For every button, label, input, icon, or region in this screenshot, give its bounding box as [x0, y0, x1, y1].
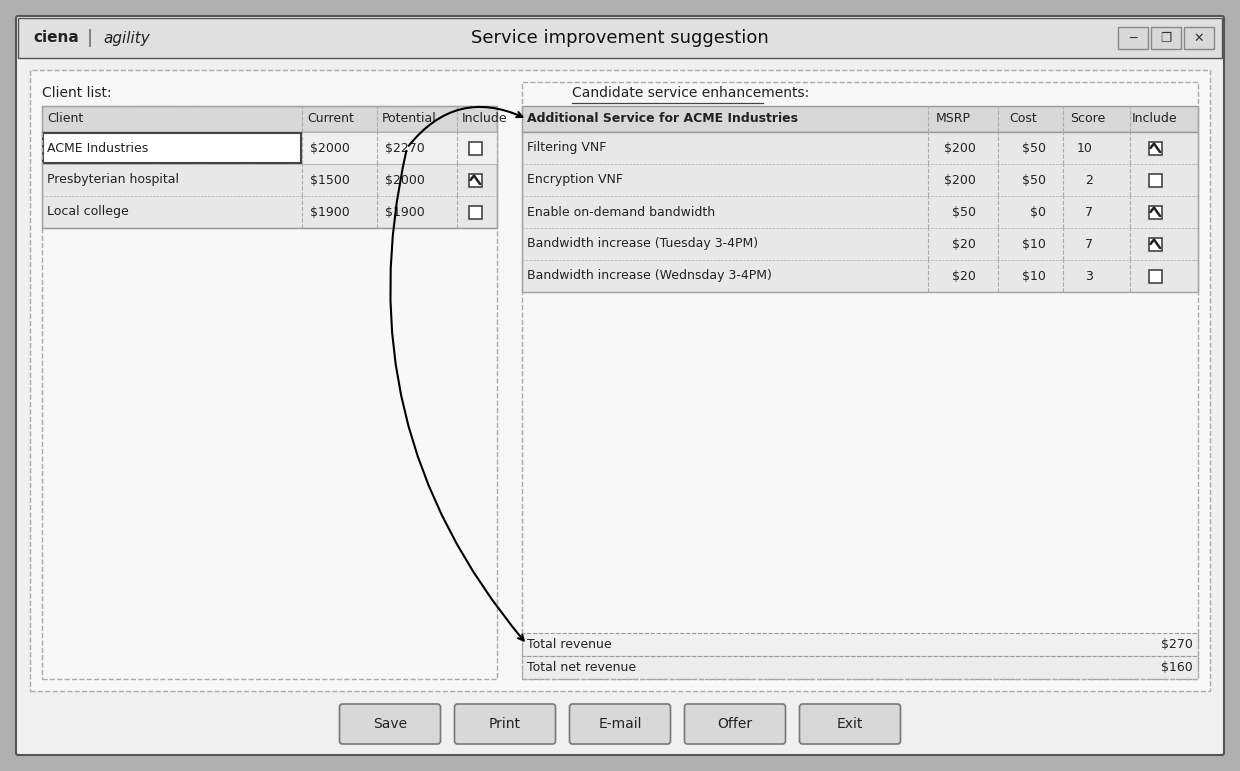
- Text: $20: $20: [952, 270, 976, 282]
- Bar: [469, 173, 481, 187]
- Text: Service improvement suggestion: Service improvement suggestion: [471, 29, 769, 47]
- FancyBboxPatch shape: [569, 704, 671, 744]
- Text: ✕: ✕: [1194, 32, 1204, 45]
- Text: Cost: Cost: [1009, 113, 1037, 126]
- Text: Current: Current: [308, 113, 353, 126]
- Bar: [469, 206, 481, 218]
- Text: $2000: $2000: [310, 142, 350, 154]
- Text: $0: $0: [1030, 206, 1047, 218]
- Bar: [1184, 27, 1214, 49]
- Bar: [1148, 173, 1162, 187]
- Text: ciena: ciena: [33, 31, 79, 45]
- Text: 7: 7: [1085, 237, 1092, 251]
- Text: 10: 10: [1078, 142, 1092, 154]
- Text: Enable on-demand bandwidth: Enable on-demand bandwidth: [527, 206, 715, 218]
- Text: Score: Score: [1070, 113, 1106, 126]
- Text: Print: Print: [489, 717, 521, 731]
- Bar: [42, 132, 497, 228]
- Text: Potential: Potential: [382, 113, 436, 126]
- Text: $20: $20: [952, 237, 976, 251]
- Text: Additional Service for ACME Industries: Additional Service for ACME Industries: [527, 113, 799, 126]
- Bar: [1148, 237, 1162, 251]
- Text: Filtering VNF: Filtering VNF: [527, 142, 606, 154]
- Text: Bandwidth increase (Wednsday 3-4PM): Bandwidth increase (Wednsday 3-4PM): [527, 270, 771, 282]
- Text: Client: Client: [47, 113, 83, 126]
- Bar: [42, 106, 497, 132]
- Text: $10: $10: [1022, 270, 1047, 282]
- Bar: [1151, 27, 1180, 49]
- Text: agility: agility: [103, 31, 150, 45]
- Text: $1900: $1900: [310, 206, 350, 218]
- Bar: [42, 106, 497, 679]
- Text: 3: 3: [1085, 270, 1092, 282]
- Text: Offer: Offer: [718, 717, 753, 731]
- Bar: [43, 133, 301, 163]
- Bar: [42, 132, 497, 164]
- Text: Total revenue: Total revenue: [527, 638, 611, 651]
- FancyBboxPatch shape: [684, 704, 785, 744]
- Text: 7: 7: [1085, 206, 1092, 218]
- FancyBboxPatch shape: [16, 16, 1224, 755]
- Text: $200: $200: [944, 142, 976, 154]
- Bar: [1148, 142, 1162, 154]
- Text: Total net revenue: Total net revenue: [527, 661, 636, 674]
- Bar: [522, 633, 1198, 656]
- Text: $270: $270: [1161, 638, 1193, 651]
- Text: Client list:: Client list:: [42, 86, 112, 100]
- Text: ─: ─: [1130, 32, 1137, 45]
- FancyBboxPatch shape: [340, 704, 440, 744]
- Text: $160: $160: [1161, 661, 1193, 674]
- Text: $2000: $2000: [386, 173, 425, 187]
- Bar: [469, 142, 481, 154]
- Text: Candidate service enhancements:: Candidate service enhancements:: [572, 86, 810, 100]
- Text: Presbyterian hospital: Presbyterian hospital: [47, 173, 179, 187]
- Bar: [1118, 27, 1148, 49]
- Text: 2: 2: [1085, 173, 1092, 187]
- Text: $10: $10: [1022, 237, 1047, 251]
- Text: $2270: $2270: [386, 142, 425, 154]
- Bar: [522, 132, 1198, 292]
- Text: Exit: Exit: [837, 717, 863, 731]
- Text: $200: $200: [944, 173, 976, 187]
- Text: MSRP: MSRP: [935, 113, 971, 126]
- Text: |: |: [87, 29, 93, 47]
- Bar: [30, 70, 1210, 691]
- Text: Local college: Local college: [47, 206, 129, 218]
- Text: Encryption VNF: Encryption VNF: [527, 173, 622, 187]
- Text: $1500: $1500: [310, 173, 350, 187]
- Bar: [522, 106, 1198, 132]
- Text: E-mail: E-mail: [598, 717, 642, 731]
- Text: $50: $50: [1022, 173, 1047, 187]
- Text: $50: $50: [1022, 142, 1047, 154]
- Text: $50: $50: [952, 206, 976, 218]
- Bar: [522, 656, 1198, 679]
- Bar: [1148, 206, 1162, 218]
- Text: $1900: $1900: [386, 206, 425, 218]
- Text: ❒: ❒: [1161, 32, 1172, 45]
- Bar: [522, 82, 1198, 679]
- FancyBboxPatch shape: [800, 704, 900, 744]
- Text: ACME Industries: ACME Industries: [47, 142, 149, 154]
- Bar: [1148, 270, 1162, 282]
- Text: Bandwidth increase (Tuesday 3-4PM): Bandwidth increase (Tuesday 3-4PM): [527, 237, 758, 251]
- Bar: [19, 18, 1221, 58]
- Text: Include: Include: [463, 113, 507, 126]
- FancyBboxPatch shape: [455, 704, 556, 744]
- Text: Include: Include: [1132, 113, 1178, 126]
- Text: Save: Save: [373, 717, 407, 731]
